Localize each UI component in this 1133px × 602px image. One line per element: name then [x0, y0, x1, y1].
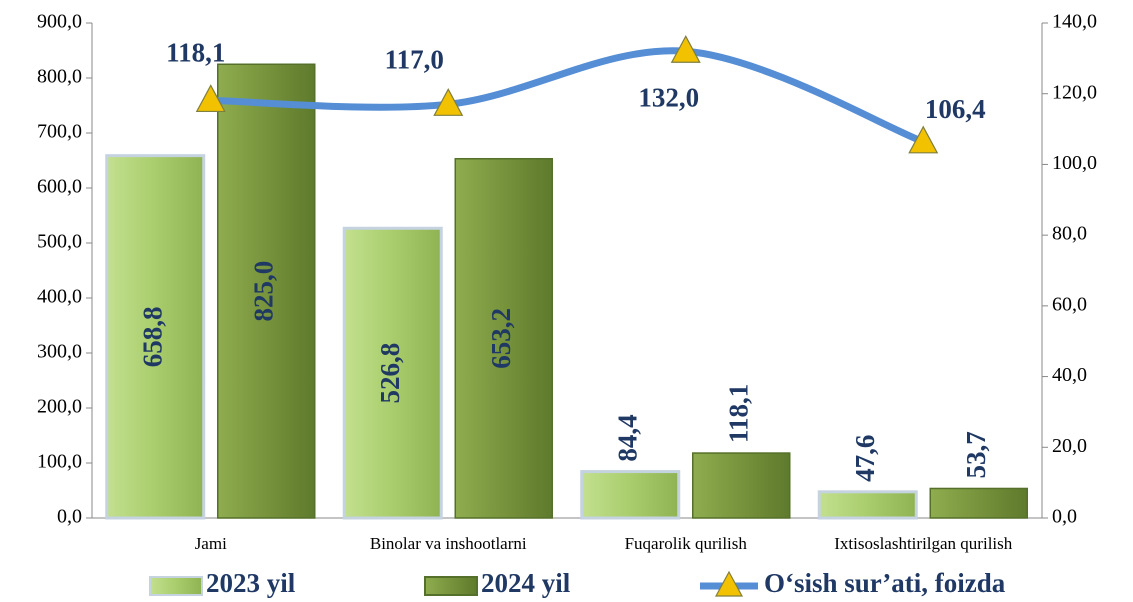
data-label: 118,1: [723, 384, 753, 443]
data-label: 526,8: [375, 343, 405, 404]
x-tick-label: Binolar va inshootlarni: [370, 534, 527, 553]
y-tick-label: 300,0: [37, 341, 82, 363]
y-tick-label: 700,0: [37, 121, 82, 143]
y-tick-label: 0,0: [57, 506, 82, 528]
y-tick-label: 500,0: [37, 231, 82, 253]
marker: [908, 125, 939, 154]
y2-tick-label: 80,0: [1052, 223, 1087, 245]
y2-tick-label: 40,0: [1052, 364, 1087, 386]
legend-swatch: [424, 576, 478, 596]
legend-label: 2023 yil: [206, 568, 296, 598]
bar: [817, 490, 918, 520]
y2-tick-label: 20,0: [1052, 435, 1087, 457]
bar: [105, 154, 206, 520]
data-label: 132,0: [638, 82, 699, 112]
x-tick-label: Fuqarolik qurilish: [625, 534, 748, 553]
y-tick-label: 600,0: [37, 176, 82, 198]
marker: [670, 35, 701, 63]
data-label: 84,4: [612, 414, 642, 461]
data-label: 658,8: [137, 306, 167, 367]
bar: [217, 63, 316, 519]
bar: [929, 487, 1028, 519]
data-label: 118,1: [166, 38, 225, 68]
y2-tick-label: 100,0: [1052, 152, 1097, 174]
marker: [433, 88, 464, 116]
y-tick-label: 100,0: [37, 451, 82, 473]
data-label: 106,4: [925, 94, 986, 124]
legend-label: O‘sish sur’ati, foizda: [764, 568, 1006, 598]
bar: [454, 157, 553, 519]
data-label: 653,2: [486, 308, 516, 369]
x-tick-label: Ixtisoslashtirilgan qurilish: [834, 534, 1013, 553]
y2-tick-label: 60,0: [1052, 293, 1087, 315]
legend-label: 2024 yil: [481, 568, 571, 598]
bar: [342, 226, 443, 520]
y2-tick-label: 140,0: [1052, 11, 1097, 33]
bar: [692, 452, 791, 519]
y-tick-label: 900,0: [37, 11, 82, 33]
y-tick-label: 400,0: [37, 286, 82, 308]
x-tick-label: Jami: [195, 534, 227, 553]
legend-marker: [714, 570, 744, 597]
bar: [580, 470, 681, 520]
legend-swatch: [149, 576, 203, 596]
y2-tick-label: 0,0: [1052, 506, 1077, 528]
y-tick-label: 200,0: [37, 396, 82, 418]
data-label: 825,0: [248, 261, 278, 322]
data-label: 117,0: [385, 45, 444, 75]
data-label: 53,7: [961, 431, 991, 478]
line: [207, 47, 927, 146]
y2-tick-label: 120,0: [1052, 81, 1097, 103]
data-label: 47,6: [850, 435, 880, 482]
marker: [195, 84, 226, 113]
y-tick-label: 800,0: [37, 66, 82, 88]
